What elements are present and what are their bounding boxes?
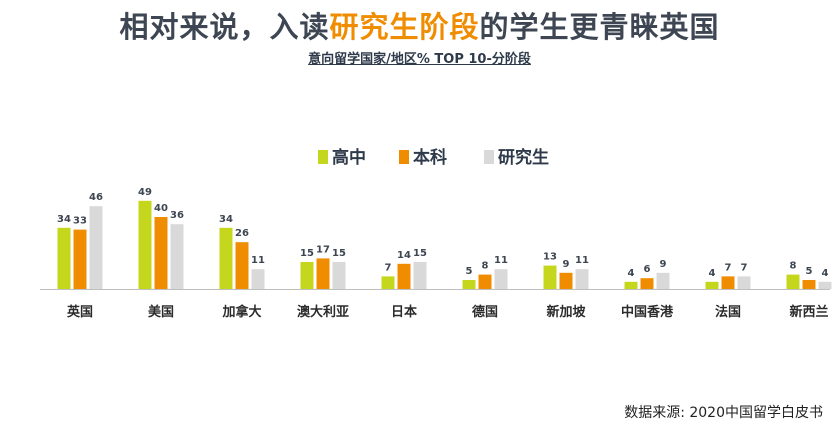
bar-graduate-9: [737, 276, 751, 289]
chart-subtitle: 意向留学国家/地区% TOP 10-分阶段: [0, 48, 839, 67]
bar-graduate-4: [332, 262, 346, 289]
data-source: 数据来源: 2020中国留学白皮书: [624, 405, 823, 421]
value-label-undergrad-10: 5: [806, 266, 813, 277]
x-axis-labels: 英国 美国 加拿大 澳大利亚 日本 德国 新加坡 中国香港 法国 新西兰: [66, 304, 829, 320]
bar-high-school-5: [381, 276, 395, 289]
bar-undergrad-3: [235, 242, 249, 289]
x-tick-label-9: 法国: [715, 304, 741, 320]
title-highlight: 研究生阶段: [329, 10, 480, 44]
value-label-high-school-9: 4: [709, 268, 716, 279]
value-label-high-school-3: 34: [219, 214, 233, 225]
bar-high-school-10: [786, 274, 800, 289]
bar-graduate-5: [413, 262, 427, 289]
x-tick-label-5: 日本: [391, 304, 417, 320]
bar-graduate-2: [170, 224, 184, 289]
bar-undergrad-5: [397, 263, 411, 289]
legend-label-graduate: 研究生: [498, 147, 549, 168]
bar-graduate-8: [656, 272, 670, 289]
value-label-high-school-10: 8: [790, 261, 797, 272]
legend-swatch-high-school: [318, 150, 328, 164]
legend-swatch-graduate: [484, 150, 494, 164]
bar-undergrad-10: [802, 280, 816, 289]
x-tick-label-10: 新西兰: [789, 304, 828, 320]
bar-undergrad-2: [154, 217, 168, 289]
bar-graduate-7: [575, 269, 589, 289]
value-label-graduate-2: 36: [170, 210, 184, 221]
legend-swatch-undergrad: [399, 150, 409, 164]
bar-graduate-1: [89, 206, 103, 289]
bar-high-school-3: [219, 227, 233, 289]
page-title: 相对来说，入读研究生阶段的学生更青睐英国: [0, 4, 839, 46]
value-label-high-school-4: 15: [300, 248, 314, 259]
x-tick-label-8: 中国香港: [621, 304, 674, 320]
bar-high-school-7: [543, 265, 557, 289]
value-label-high-school-8: 4: [628, 268, 635, 279]
value-label-undergrad-2: 40: [154, 203, 168, 214]
x-tick-label-6: 德国: [472, 304, 498, 320]
value-label-undergrad-5: 14: [397, 250, 411, 261]
legend-label-high-school: 高中: [332, 147, 366, 168]
bar-high-school-4: [300, 262, 314, 289]
bar-undergrad-9: [721, 276, 735, 289]
value-label-graduate-9: 7: [741, 262, 748, 273]
x-tick-label-7: 新加坡: [546, 304, 586, 320]
title-post: 的学生更青睐英国: [479, 10, 720, 44]
value-label-graduate-1: 46: [89, 192, 103, 203]
bar-undergrad-7: [559, 272, 573, 289]
value-label-undergrad-1: 33: [73, 216, 87, 227]
bar-high-school-2: [138, 200, 152, 289]
value-label-undergrad-4: 17: [316, 244, 330, 255]
bar-undergrad-6: [478, 274, 492, 289]
value-label-high-school-5: 7: [385, 262, 392, 273]
bar-undergrad-8: [640, 278, 654, 289]
value-label-high-school-2: 49: [138, 187, 152, 198]
value-label-undergrad-3: 26: [235, 228, 249, 239]
x-tick-label-1: 英国: [66, 304, 93, 320]
bar-high-school-8: [624, 281, 638, 289]
bar-undergrad-4: [316, 258, 330, 289]
value-label-high-school-6: 5: [466, 266, 473, 277]
bar-high-school-9: [705, 281, 719, 289]
chart-subtitle-text: 意向留学国家/地区% TOP 10-分阶段: [308, 52, 531, 67]
value-label-graduate-8: 9: [660, 259, 667, 270]
value-label-undergrad-8: 6: [644, 264, 651, 275]
chart-legend: 高中 本科 研究生: [318, 147, 549, 168]
title-pre: 相对来说，入读: [119, 10, 330, 44]
bar-graduate-6: [494, 269, 508, 289]
x-tick-label-2: 美国: [148, 304, 174, 320]
value-label-high-school-7: 13: [543, 252, 557, 263]
bar-high-school-1: [57, 227, 71, 289]
bar-graduate-3: [251, 269, 265, 289]
value-label-graduate-3: 11: [251, 255, 265, 266]
value-label-graduate-7: 11: [575, 255, 589, 266]
value-label-undergrad-6: 8: [482, 261, 489, 272]
value-label-undergrad-9: 7: [725, 262, 732, 273]
value-label-graduate-4: 15: [332, 248, 346, 259]
x-tick-label-3: 加拿大: [221, 304, 261, 320]
legend-label-undergrad: 本科: [413, 147, 447, 168]
x-tick-label-4: 澳大利亚: [297, 304, 349, 320]
bar-undergrad-1: [73, 229, 87, 289]
value-label-graduate-10: 4: [822, 268, 829, 279]
value-label-graduate-5: 15: [413, 248, 427, 259]
bar-high-school-6: [462, 280, 476, 289]
value-label-undergrad-7: 9: [563, 259, 570, 270]
value-label-graduate-6: 11: [494, 255, 508, 266]
bar-graduate-10: [818, 281, 832, 289]
value-label-high-school-1: 34: [57, 214, 71, 225]
